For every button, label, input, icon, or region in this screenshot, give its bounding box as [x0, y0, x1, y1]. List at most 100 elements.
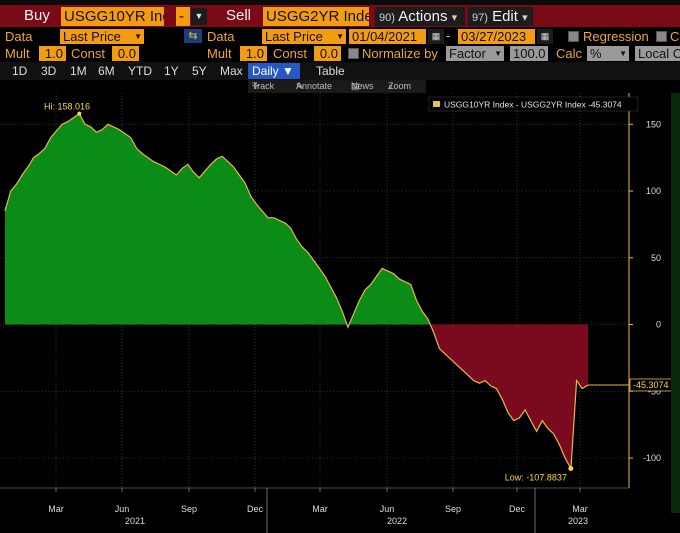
chart-subtoolbar: ✛ Track ✎ Annotate ▤ News ⌕ Zoom — [248, 80, 426, 93]
data2-select[interactable]: Last Price ▼ — [262, 29, 346, 44]
x-month-label: Mar — [572, 504, 588, 514]
const2-label: Const — [273, 46, 307, 61]
calc-label: Calc — [556, 46, 583, 61]
positive-area — [5, 113, 588, 325]
tab-max[interactable]: Max — [220, 64, 243, 78]
last-value-box — [629, 378, 671, 392]
mult2-input[interactable]: 1.0 — [240, 46, 267, 61]
chevron-down-icon: ▼ — [619, 49, 627, 58]
negative-area — [5, 324, 588, 469]
start-date-input[interactable]: 01/04/2021 — [349, 29, 426, 44]
normalize-select[interactable]: Factor ▼ — [446, 46, 504, 61]
x-month-label: Dec — [247, 504, 264, 514]
edit-menu-number: 97) — [472, 12, 488, 24]
co-label: Co — [670, 29, 680, 44]
right-edge-panel — [671, 93, 680, 513]
normalize-label: Normalize by — [362, 46, 438, 61]
const1-label: Const — [71, 46, 105, 61]
tab-table[interactable]: Table — [316, 64, 345, 78]
tab-1y[interactable]: 1Y — [164, 64, 179, 78]
x-axis: Mar Jun Sep Dec Mar Jun Sep Dec Mar 2021 2022 2023 — [0, 487, 629, 533]
actions-menu-button[interactable]: 90) Actions ▾ — [375, 7, 465, 26]
y-tick-label: 0 — [656, 320, 661, 330]
end-date-input[interactable]: 03/27/2023 — [458, 29, 535, 44]
high-point-marker — [77, 111, 82, 116]
tab-5y[interactable]: 5Y — [192, 64, 207, 78]
tab-ytd[interactable]: YTD — [128, 64, 152, 78]
tab-6m[interactable]: 6M — [98, 64, 115, 78]
edit-menu-button[interactable]: 97) Edit ▾ — [468, 7, 533, 26]
tab-1d[interactable]: 1D — [12, 64, 28, 78]
tab-daily[interactable]: Daily ▼ — [248, 63, 300, 79]
const2-input[interactable]: 0.0 — [314, 46, 341, 61]
regression-label: Regression — [583, 29, 649, 44]
legend-box — [428, 96, 639, 112]
series-line — [4, 112, 589, 471]
sell-label: Sell — [226, 7, 252, 24]
const1-input[interactable]: 0.0 — [112, 46, 139, 61]
legend-swatch — [433, 101, 440, 107]
chevron-down-icon: ▾ — [451, 12, 458, 24]
factor-input[interactable]: 100.0 — [510, 46, 548, 61]
data1-select-value: Last Price — [63, 29, 121, 44]
calendar-icon[interactable]: ▦ — [428, 29, 444, 44]
x-month-label: Mar — [312, 504, 328, 514]
tab-1m[interactable]: 1M — [70, 64, 87, 78]
regression-checkbox[interactable] — [568, 31, 579, 42]
chart-legend: USGG10YR Index - USGG2YR Index -45.3074 — [428, 96, 639, 112]
mult1-label: Mult — [5, 46, 30, 61]
low-point-marker — [568, 466, 574, 472]
data2-label: Data — [207, 29, 235, 44]
y-tick-label: 150 — [646, 119, 661, 129]
news-icon: ▤ — [351, 81, 360, 91]
normalize-checkbox[interactable] — [348, 48, 359, 59]
high-label: Hi: 158.016 — [44, 102, 90, 112]
low-label: Low: -107.8837 — [505, 473, 567, 483]
y-tick-label: 100 — [646, 186, 661, 196]
y-tick-label: -100 — [643, 453, 661, 463]
buy-ticker-input[interactable]: USGG10YR Inc — [61, 7, 164, 26]
calendar-icon[interactable]: ▦ — [537, 29, 553, 44]
data2-select-value: Last Price — [265, 29, 323, 44]
minus-operator-button[interactable]: - — [176, 7, 190, 26]
buy-sell-toolbar: Buy USGG10YR Inc - ▼ Sell USGG2YR Inde 9… — [0, 5, 680, 27]
mult1-input[interactable]: 1.0 — [39, 46, 66, 61]
edit-menu-label: Edit — [492, 8, 518, 25]
magnifier-icon: ⌕ — [388, 81, 394, 91]
data1-select[interactable]: Last Price ▼ — [60, 29, 144, 44]
sell-ticker-input[interactable]: USGG2YR Inde — [263, 7, 369, 26]
last-value-text: -45.3074 — [633, 380, 669, 390]
chevron-down-icon: ▼ — [336, 32, 344, 41]
x-year-label: 2021 — [125, 516, 145, 526]
normalize-select-value: Factor — [449, 46, 486, 61]
mult2-label: Mult — [207, 46, 232, 61]
zoom-label: Zoom — [388, 81, 412, 91]
legend-text: USGG10YR Index - USGG2YR Index -45.3074 — [444, 100, 622, 110]
co-checkbox[interactable] — [656, 31, 667, 42]
buy-label: Buy — [24, 7, 50, 24]
operator-dropdown-icon[interactable]: ▼ — [191, 8, 207, 25]
actions-menu-label: Actions — [398, 8, 448, 25]
time-range-tabs: 1D 3D 1M 6M YTD 1Y 5Y Max Daily ▼ Table — [0, 62, 680, 80]
crosshair-icon: ✛ — [252, 81, 260, 91]
chevron-down-icon: ▼ — [494, 49, 502, 58]
x-month-label: Sep — [445, 504, 461, 514]
x-month-label: Jun — [115, 504, 130, 514]
swap-arrows-icon[interactable]: ⇆ — [184, 29, 202, 43]
pencil-icon: ✎ — [296, 81, 304, 91]
date-range-dash: - — [446, 28, 451, 43]
x-month-label: Sep — [181, 504, 197, 514]
calc-select[interactable]: % ▼ — [587, 46, 629, 61]
tab-3d[interactable]: 3D — [41, 64, 57, 78]
x-month-label: Dec — [509, 504, 526, 514]
x-year-label: 2022 — [387, 516, 407, 526]
annotate-label: Annotate — [296, 81, 333, 91]
chevron-down-icon: ▾ — [522, 12, 528, 24]
news-label: News — [351, 81, 374, 91]
local-currency-select[interactable]: Local C — [635, 46, 680, 61]
track-label: Track — [252, 81, 275, 91]
actions-menu-number: 90) — [379, 12, 395, 24]
chevron-down-icon: ▼ — [134, 32, 142, 41]
